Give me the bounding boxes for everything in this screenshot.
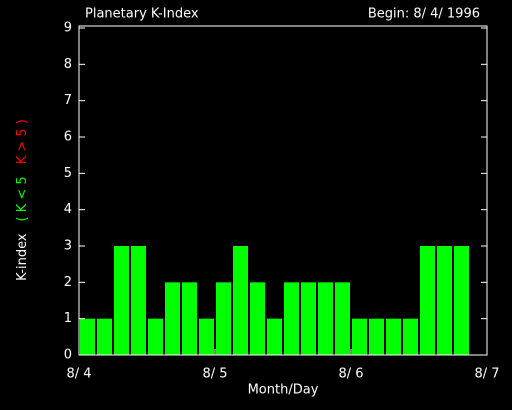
- bar: [97, 318, 112, 355]
- x-axis-label: Month/Day: [248, 383, 319, 398]
- bar: [80, 318, 95, 355]
- bar: [301, 282, 316, 355]
- bar: [114, 246, 129, 355]
- y-axis-label: K-index: [15, 233, 30, 281]
- bar: [267, 318, 282, 355]
- y-tick-label: 2: [64, 275, 72, 290]
- plot-frame: [78, 25, 488, 356]
- y-tick-label: 9: [64, 21, 72, 36]
- y-tick-label: 5: [64, 166, 72, 181]
- y-tick-label: 3: [64, 239, 72, 254]
- bar: [454, 246, 469, 355]
- y-axis-label-group: K-index ( K < 5 K > 5 ): [15, 119, 30, 281]
- bar: [420, 246, 435, 355]
- chart-title: Planetary K-Index: [85, 7, 199, 22]
- bar: [216, 282, 231, 355]
- bar: [386, 318, 401, 355]
- bar: [182, 282, 197, 355]
- y-tick-label: 6: [64, 130, 72, 145]
- bar: [148, 318, 163, 355]
- bar: [131, 246, 146, 355]
- x-tick-label: 8/ 7: [474, 367, 499, 382]
- bar: [233, 246, 248, 355]
- x-tick-label: 8/ 5: [202, 367, 227, 382]
- bar: [335, 282, 350, 355]
- y-tick-label: 4: [64, 202, 72, 217]
- bar: [250, 282, 265, 355]
- bar: [403, 318, 418, 355]
- bar: [369, 318, 384, 355]
- bar: [284, 282, 299, 355]
- legend-entry: ( K < 5: [15, 176, 30, 221]
- bar: [165, 282, 180, 355]
- y-tick-label: 0: [64, 348, 72, 363]
- bar: [352, 318, 367, 355]
- bar: [437, 246, 452, 355]
- x-tick-label: 8/ 4: [66, 367, 91, 382]
- y-tick-label: 8: [64, 57, 72, 72]
- bar: [199, 318, 214, 355]
- bar: [318, 282, 333, 355]
- chart-subtitle: Begin: 8/ 4/ 1996: [368, 7, 480, 22]
- x-tick-label: 8/ 6: [338, 367, 363, 382]
- y-tick-label: 1: [64, 311, 72, 326]
- legend-entry: K > 5 ): [15, 119, 30, 164]
- y-tick-label: 7: [64, 93, 72, 108]
